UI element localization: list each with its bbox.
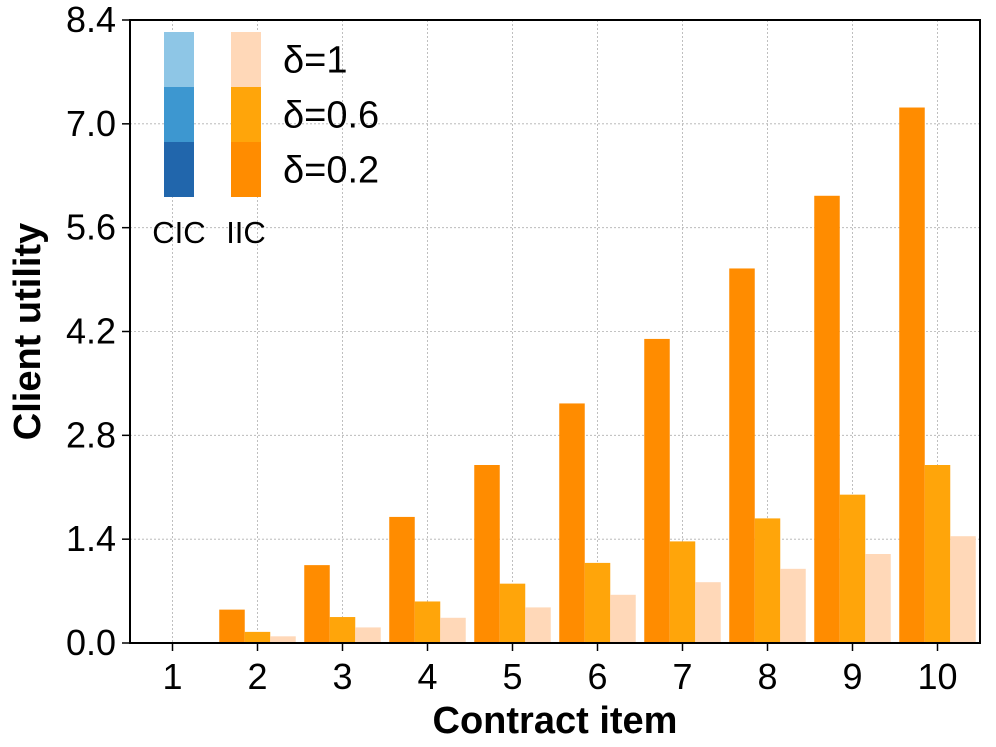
legend-swatch-iic: [231, 87, 261, 142]
bar: [270, 636, 296, 643]
x-axis-ticks: 1 2 3 4 5 6 7 8 9 10: [162, 643, 958, 697]
y-axis-label: Client utility: [7, 223, 49, 440]
bar: [440, 617, 466, 643]
bar: [329, 617, 356, 643]
bar: [814, 195, 840, 643]
y-tick-label: 8.4: [66, 0, 116, 40]
legend-entry-label: δ=0.6: [283, 95, 379, 137]
y-tick-label: 1.4: [66, 518, 116, 559]
bar: [414, 601, 441, 643]
bar: [584, 562, 611, 643]
y-axis-ticks: 0.0 1.4 2.8 4.2 5.6 7.0 8.4: [66, 0, 130, 663]
legend-entry-label: δ=1: [283, 40, 347, 82]
y-tick-label: 4.2: [66, 311, 116, 352]
bar: [780, 568, 806, 643]
bar: [559, 403, 585, 643]
x-axis-label: Contract item: [433, 700, 678, 742]
y-tick-label: 7.0: [66, 103, 116, 144]
bar: [525, 607, 551, 643]
bar: [389, 516, 415, 643]
x-tick-label: 8: [757, 656, 777, 697]
x-tick-label: 9: [842, 656, 862, 697]
legend-swatch-cic: [164, 87, 194, 142]
y-tick-label: 2.8: [66, 414, 116, 455]
bar: [669, 541, 696, 643]
bar: [754, 518, 781, 643]
bar: [729, 268, 755, 643]
bar: [924, 465, 951, 643]
bars: [219, 107, 976, 644]
x-tick-label: 1: [162, 656, 182, 697]
x-tick-label: 3: [332, 656, 352, 697]
bar: [865, 554, 891, 643]
legend-swatch-cic: [164, 32, 194, 87]
legend: δ=1 δ=0.6 δ=0.2 CIC IIC: [152, 32, 379, 250]
legend-swatch-iic: [231, 32, 261, 87]
bar: [355, 627, 381, 643]
bar: [644, 338, 670, 643]
y-tick-label: 5.6: [66, 207, 116, 248]
x-tick-label: 7: [672, 656, 692, 697]
bar: [839, 494, 866, 643]
x-tick-label: 2: [247, 656, 267, 697]
x-tick-label: 4: [417, 656, 437, 697]
bar: [950, 536, 976, 643]
bar: [219, 609, 245, 643]
y-tick-label: 0.0: [66, 622, 116, 663]
legend-swatch-iic: [231, 142, 261, 197]
legend-column-label: CIC: [152, 215, 205, 250]
bar: [304, 565, 330, 643]
x-tick-label: 10: [917, 656, 957, 697]
bar: [899, 107, 925, 644]
bar: [695, 582, 721, 643]
bar: [610, 594, 636, 643]
legend-column-label: IIC: [226, 215, 266, 250]
bar: [244, 631, 271, 643]
bar: [474, 465, 500, 643]
legend-entry-label: δ=0.2: [283, 150, 379, 192]
legend-swatch-cic: [164, 142, 194, 197]
bar: [499, 583, 526, 643]
x-tick-label: 6: [587, 656, 607, 697]
x-tick-label: 5: [502, 656, 522, 697]
